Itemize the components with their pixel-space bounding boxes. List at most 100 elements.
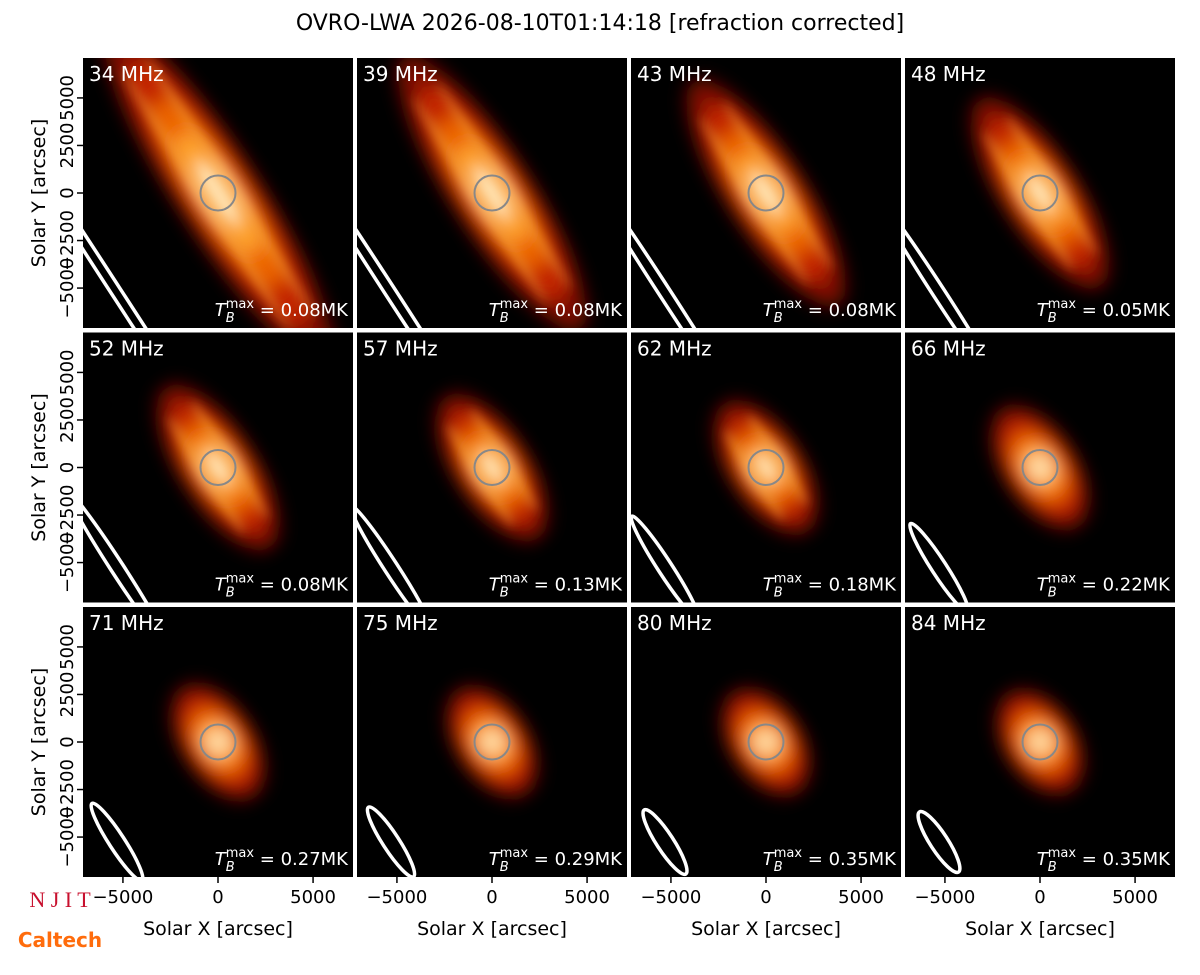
emission-level xyxy=(754,731,778,753)
x-axis-label: Solar X [arcsec] xyxy=(965,918,1115,940)
emission xyxy=(991,405,1089,530)
tb-symbol: B xyxy=(226,586,235,601)
y-tick-label: −2500 xyxy=(57,759,78,820)
frequency-label: 34 MHz xyxy=(89,62,164,86)
y-tick-label: 2500 xyxy=(57,672,78,718)
tb-symbol: T xyxy=(763,575,776,596)
tb-symbol: T xyxy=(215,849,228,870)
frequency-label: 48 MHz xyxy=(911,62,986,86)
streak xyxy=(747,414,808,506)
panel xyxy=(631,332,901,603)
y-axis-label: Solar Y [arcsec] xyxy=(28,119,50,267)
tb-max-label: TBmax = 0.08MK xyxy=(763,297,897,326)
streak xyxy=(982,130,1074,271)
frequency-label: 43 MHz xyxy=(637,62,712,86)
x-axis-label: Solar X [arcsec] xyxy=(691,918,841,940)
y-tick-label: 5000 xyxy=(57,350,78,396)
x-tick-label: 5000 xyxy=(290,887,336,908)
tb-max-label: TBmax = 0.08MK xyxy=(489,297,623,326)
tb-value: 0.35MK xyxy=(829,849,898,870)
panel xyxy=(905,607,1175,877)
tb-max-label: TBmax = 0.08MK xyxy=(215,572,349,601)
tb-value: 0.35MK xyxy=(1103,849,1172,870)
panel xyxy=(83,332,353,603)
tb-max-label: TBmax = 0.18MK xyxy=(763,572,897,601)
beam xyxy=(357,504,434,603)
x-axis-label: Solar X [arcsec] xyxy=(143,918,293,940)
x-tick-label: −5000 xyxy=(366,887,427,908)
tb-symbol: = xyxy=(802,849,829,870)
solar-disk xyxy=(747,174,785,212)
tb-symbol: T xyxy=(1037,849,1050,870)
solar-disk xyxy=(473,723,511,761)
tb-symbol: max xyxy=(1048,846,1077,861)
emission-level xyxy=(473,167,511,219)
y-tick-label: 5000 xyxy=(57,75,78,121)
tb-symbol: T xyxy=(763,849,776,870)
tb-symbol: = xyxy=(254,849,281,870)
panel xyxy=(83,607,353,877)
x-tick-label: 0 xyxy=(486,887,497,908)
tb-max-label: TBmax = 0.35MK xyxy=(1037,846,1171,875)
tb-max-label: TBmax = 0.08MK xyxy=(215,297,349,326)
frequency-label: 71 MHz xyxy=(89,611,164,635)
beam xyxy=(631,167,748,328)
y-tick-label: 2500 xyxy=(57,397,78,443)
emission-level xyxy=(1028,731,1052,753)
tb-symbol: T xyxy=(763,300,776,321)
tb-max-label: TBmax = 0.29MK xyxy=(489,846,623,875)
beam xyxy=(89,801,145,877)
tb-symbol: max xyxy=(500,572,529,587)
tb-symbol: = xyxy=(528,849,555,870)
frequency-label: 62 MHz xyxy=(637,337,712,361)
tb-symbol: T xyxy=(489,575,502,596)
tb-value: 0.22MK xyxy=(1103,575,1172,596)
tb-symbol: max xyxy=(500,297,529,312)
tb-symbol: B xyxy=(500,860,509,875)
logo: Caltech xyxy=(18,928,102,952)
beam xyxy=(905,195,1004,328)
emission xyxy=(102,58,334,328)
y-axis-label: Solar Y [arcsec] xyxy=(28,393,50,541)
tb-max-label: TBmax = 0.27MK xyxy=(215,846,349,875)
tb-max-label: TBmax = 0.22MK xyxy=(1037,572,1171,601)
tb-symbol: B xyxy=(774,860,783,875)
streak xyxy=(144,58,315,317)
solar-disk xyxy=(473,174,511,212)
tb-symbol: = xyxy=(254,300,281,321)
solar-disk xyxy=(199,723,237,761)
streak xyxy=(470,408,538,512)
tb-value: 0.08MK xyxy=(281,300,350,321)
x-tick-label: 0 xyxy=(212,887,223,908)
tb-value: 0.13MK xyxy=(555,575,624,596)
frequency-label: 75 MHz xyxy=(363,611,438,635)
tb-symbol: = xyxy=(1076,849,1103,870)
logo: N J I T xyxy=(29,887,91,912)
emission-streaks xyxy=(699,101,833,285)
frequency-label: 39 MHz xyxy=(363,62,438,86)
tb-symbol: T xyxy=(489,300,502,321)
panel xyxy=(357,58,627,328)
tb-value: 0.08MK xyxy=(829,300,898,321)
emission xyxy=(157,384,279,551)
emission xyxy=(397,58,587,328)
tb-symbol: max xyxy=(774,572,803,587)
emission-streaks xyxy=(982,115,1098,271)
solar-disk xyxy=(747,723,785,761)
tb-symbol: = xyxy=(1076,575,1103,596)
emission xyxy=(971,97,1109,289)
beam xyxy=(357,127,499,328)
emission xyxy=(721,688,811,796)
tb-symbol: B xyxy=(774,586,783,601)
tb-value: 0.05MK xyxy=(1103,300,1172,321)
tb-symbol: T xyxy=(489,849,502,870)
solar-disk xyxy=(1021,449,1059,486)
x-tick-label: −5000 xyxy=(914,887,975,908)
tb-symbol: = xyxy=(802,300,829,321)
emission xyxy=(171,683,265,801)
solar-disk xyxy=(199,174,237,212)
x-tick-label: 5000 xyxy=(838,887,884,908)
x-tick-label: 0 xyxy=(1034,887,1045,908)
solar-disk xyxy=(1021,174,1059,212)
